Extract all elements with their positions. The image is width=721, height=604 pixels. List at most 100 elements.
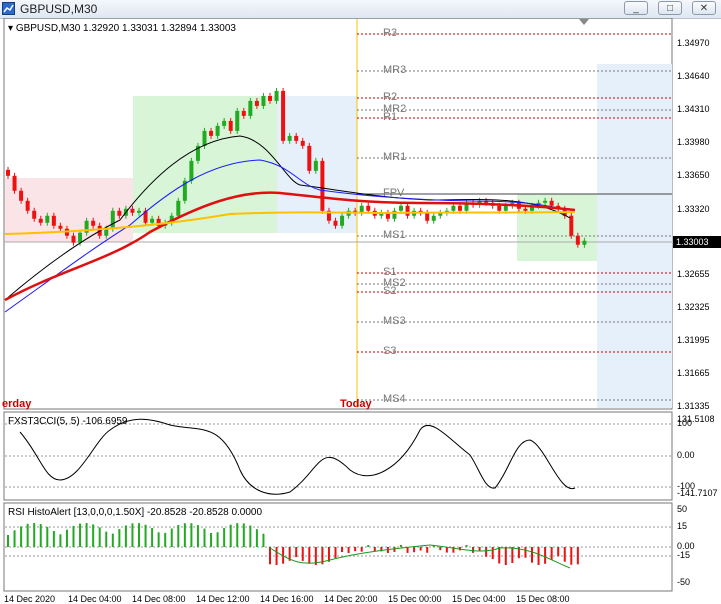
rsi-histogram-bar: [105, 531, 108, 547]
candle-body: [464, 202, 469, 211]
minimize-button[interactable]: _: [624, 1, 648, 15]
rsi-pane-frame: [3, 502, 673, 592]
symbol-arrow-icon: ▾: [8, 23, 16, 34]
rsi-histogram-bar: [33, 523, 36, 547]
candle-body: [530, 205, 534, 211]
candle-body: [32, 210, 37, 219]
ma-black-line: [4, 135, 571, 301]
time-axis-label: 14 Dec 04:00: [68, 594, 122, 604]
rsi-histogram-bar: [360, 547, 363, 552]
cci-axis-label: -141.7107: [677, 488, 718, 498]
ma-blue-line: [4, 159, 571, 313]
candle-body: [438, 212, 443, 216]
rsi-histogram-bar: [400, 545, 402, 547]
candle-body: [575, 235, 580, 245]
candle-body: [156, 218, 161, 226]
rsi-histogram-bar: [39, 524, 42, 547]
maximize-button[interactable]: □: [658, 1, 682, 15]
rsi-axis-label: 15: [677, 521, 688, 531]
candle-body: [385, 212, 390, 219]
rsi-histogram-bar: [203, 528, 206, 547]
candle-body: [523, 208, 528, 211]
pivot-label-mr2: MR2: [383, 103, 407, 115]
rsi-signal-line: [269, 544, 571, 569]
rsi-histogram-bar: [393, 547, 396, 552]
rsi-histogram-bar: [419, 547, 422, 551]
rsi-histogram-bar: [13, 530, 16, 547]
time-axis-label: 15 Dec 00:00: [388, 594, 442, 604]
current-price-tag: 1.33003: [673, 236, 721, 248]
candle-body: [497, 205, 502, 211]
rsi-histogram-bar: [144, 524, 147, 547]
time-axis-label: 14 Dec 12:00: [196, 594, 250, 604]
rsi-histogram-bar: [196, 525, 199, 547]
candle-body: [425, 212, 430, 221]
pivot-label-ms2: MS2: [383, 277, 406, 289]
rsi-histogram-bar: [354, 547, 357, 552]
rsi-histogram-bar: [59, 534, 62, 547]
price-axis-label: 1.34310: [677, 104, 710, 114]
candle-body: [405, 205, 410, 216]
rsi-histogram-bar: [570, 547, 573, 565]
rsi-histogram-bar: [242, 523, 245, 547]
chart-canvas[interactable]: [0, 18, 721, 604]
time-axis-label: 15 Dec 04:00: [452, 594, 506, 604]
close-button[interactable]: ✕: [692, 1, 716, 15]
rsi-histogram-bar: [432, 545, 435, 547]
rsi-histogram-bar: [65, 529, 68, 547]
candle-body: [313, 160, 318, 171]
rsi-histogram-bar: [426, 547, 429, 553]
rsi-histogram-bar: [557, 547, 560, 557]
rsi-histogram-bar: [223, 527, 226, 547]
candle-body: [91, 220, 96, 226]
pivot-label-s1: S1: [383, 266, 397, 278]
chart-shift-marker-icon[interactable]: [579, 19, 589, 25]
rsi-histogram-bar: [491, 547, 494, 560]
rsi-axis-label: 50: [677, 504, 688, 514]
rsi-histogram-bar: [118, 529, 121, 547]
candle-body: [104, 228, 109, 236]
candle-body: [333, 220, 338, 226]
candle-body: [12, 175, 17, 191]
candle-body: [25, 200, 30, 211]
price-axis-label: 1.33650: [677, 170, 710, 180]
rsi-histogram-bar: [511, 547, 514, 563]
candle-body: [248, 100, 253, 116]
ma-yellow-line: [4, 211, 576, 235]
candle-body: [84, 220, 89, 233]
rsi-histogram-bar: [72, 525, 75, 547]
rsi-histogram-bar: [439, 547, 442, 551]
rsi-histogram-bar: [269, 547, 271, 565]
price-axis-label: 1.32325: [677, 302, 710, 312]
rsi-histogram-bar: [537, 547, 540, 565]
cci-line: [19, 418, 576, 495]
rsi-histogram-bar: [236, 523, 239, 547]
time-axis-label: 14 Dec 16:00: [260, 594, 314, 604]
candle-body: [366, 205, 371, 211]
rsi-histogram-bar: [373, 547, 376, 552]
rsi-histogram-bar: [26, 523, 29, 547]
candle-body: [379, 212, 384, 216]
candle-body: [569, 215, 574, 236]
candle-body: [399, 205, 403, 211]
candle-body: [38, 218, 43, 223]
pivot-label-s2: S2: [383, 285, 397, 297]
symbol-info: ▾ GBPUSD,M30 1.32920 1.33031 1.32894 1.3…: [8, 23, 236, 34]
candle-body: [300, 140, 305, 146]
price-axis-label: 1.32655: [677, 269, 710, 279]
candle-body: [117, 210, 122, 216]
rsi-histogram-bar: [544, 547, 547, 564]
rsi-histogram-bar: [262, 533, 265, 547]
rsi-histogram-bar: [465, 545, 468, 547]
rsi-histogram-bar: [92, 524, 95, 547]
rsi-histogram-bar: [445, 547, 448, 553]
candle-body: [202, 130, 207, 146]
cci-axis-label: 0.00: [677, 450, 695, 460]
candle-body: [222, 120, 227, 126]
rsi-histogram-bar: [452, 547, 455, 553]
rsi-histogram-bar: [550, 547, 553, 560]
rsi-histogram-bar: [531, 547, 533, 563]
rsi-histogram-bar: [151, 527, 154, 547]
pivot-label-s3: S3: [383, 345, 397, 357]
zone-green: [133, 96, 277, 233]
